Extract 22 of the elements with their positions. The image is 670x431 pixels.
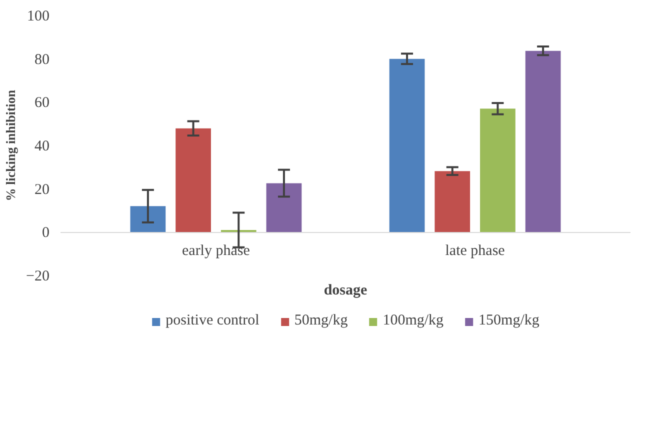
bar xyxy=(130,206,166,232)
y-tick-label: 60 xyxy=(34,95,50,112)
legend-label: 50mg/kg xyxy=(294,312,348,330)
bar xyxy=(266,183,302,232)
legend-label: 150mg/kg xyxy=(478,312,540,330)
y-tick-label: 20 xyxy=(34,182,50,198)
legend-label: positive control xyxy=(166,312,260,330)
y-tick-label: 100 xyxy=(27,8,50,24)
bar xyxy=(525,50,561,232)
bar xyxy=(480,108,516,232)
bar xyxy=(434,171,470,232)
bar xyxy=(389,58,425,232)
y-tick-label: 0 xyxy=(42,225,50,242)
y-tick-label: 40 xyxy=(34,138,50,154)
y-tick-label: 80 xyxy=(34,52,50,68)
x-axis-title: dosage xyxy=(324,282,368,298)
bar xyxy=(176,128,211,232)
y-tick-label: −20 xyxy=(26,268,50,284)
x-tick-label: early phase xyxy=(182,243,250,260)
y-axis-title: % licking inhibition xyxy=(3,89,18,202)
x-tick-label: late phase xyxy=(445,243,506,260)
legend-label: 100mg/kg xyxy=(382,312,444,330)
